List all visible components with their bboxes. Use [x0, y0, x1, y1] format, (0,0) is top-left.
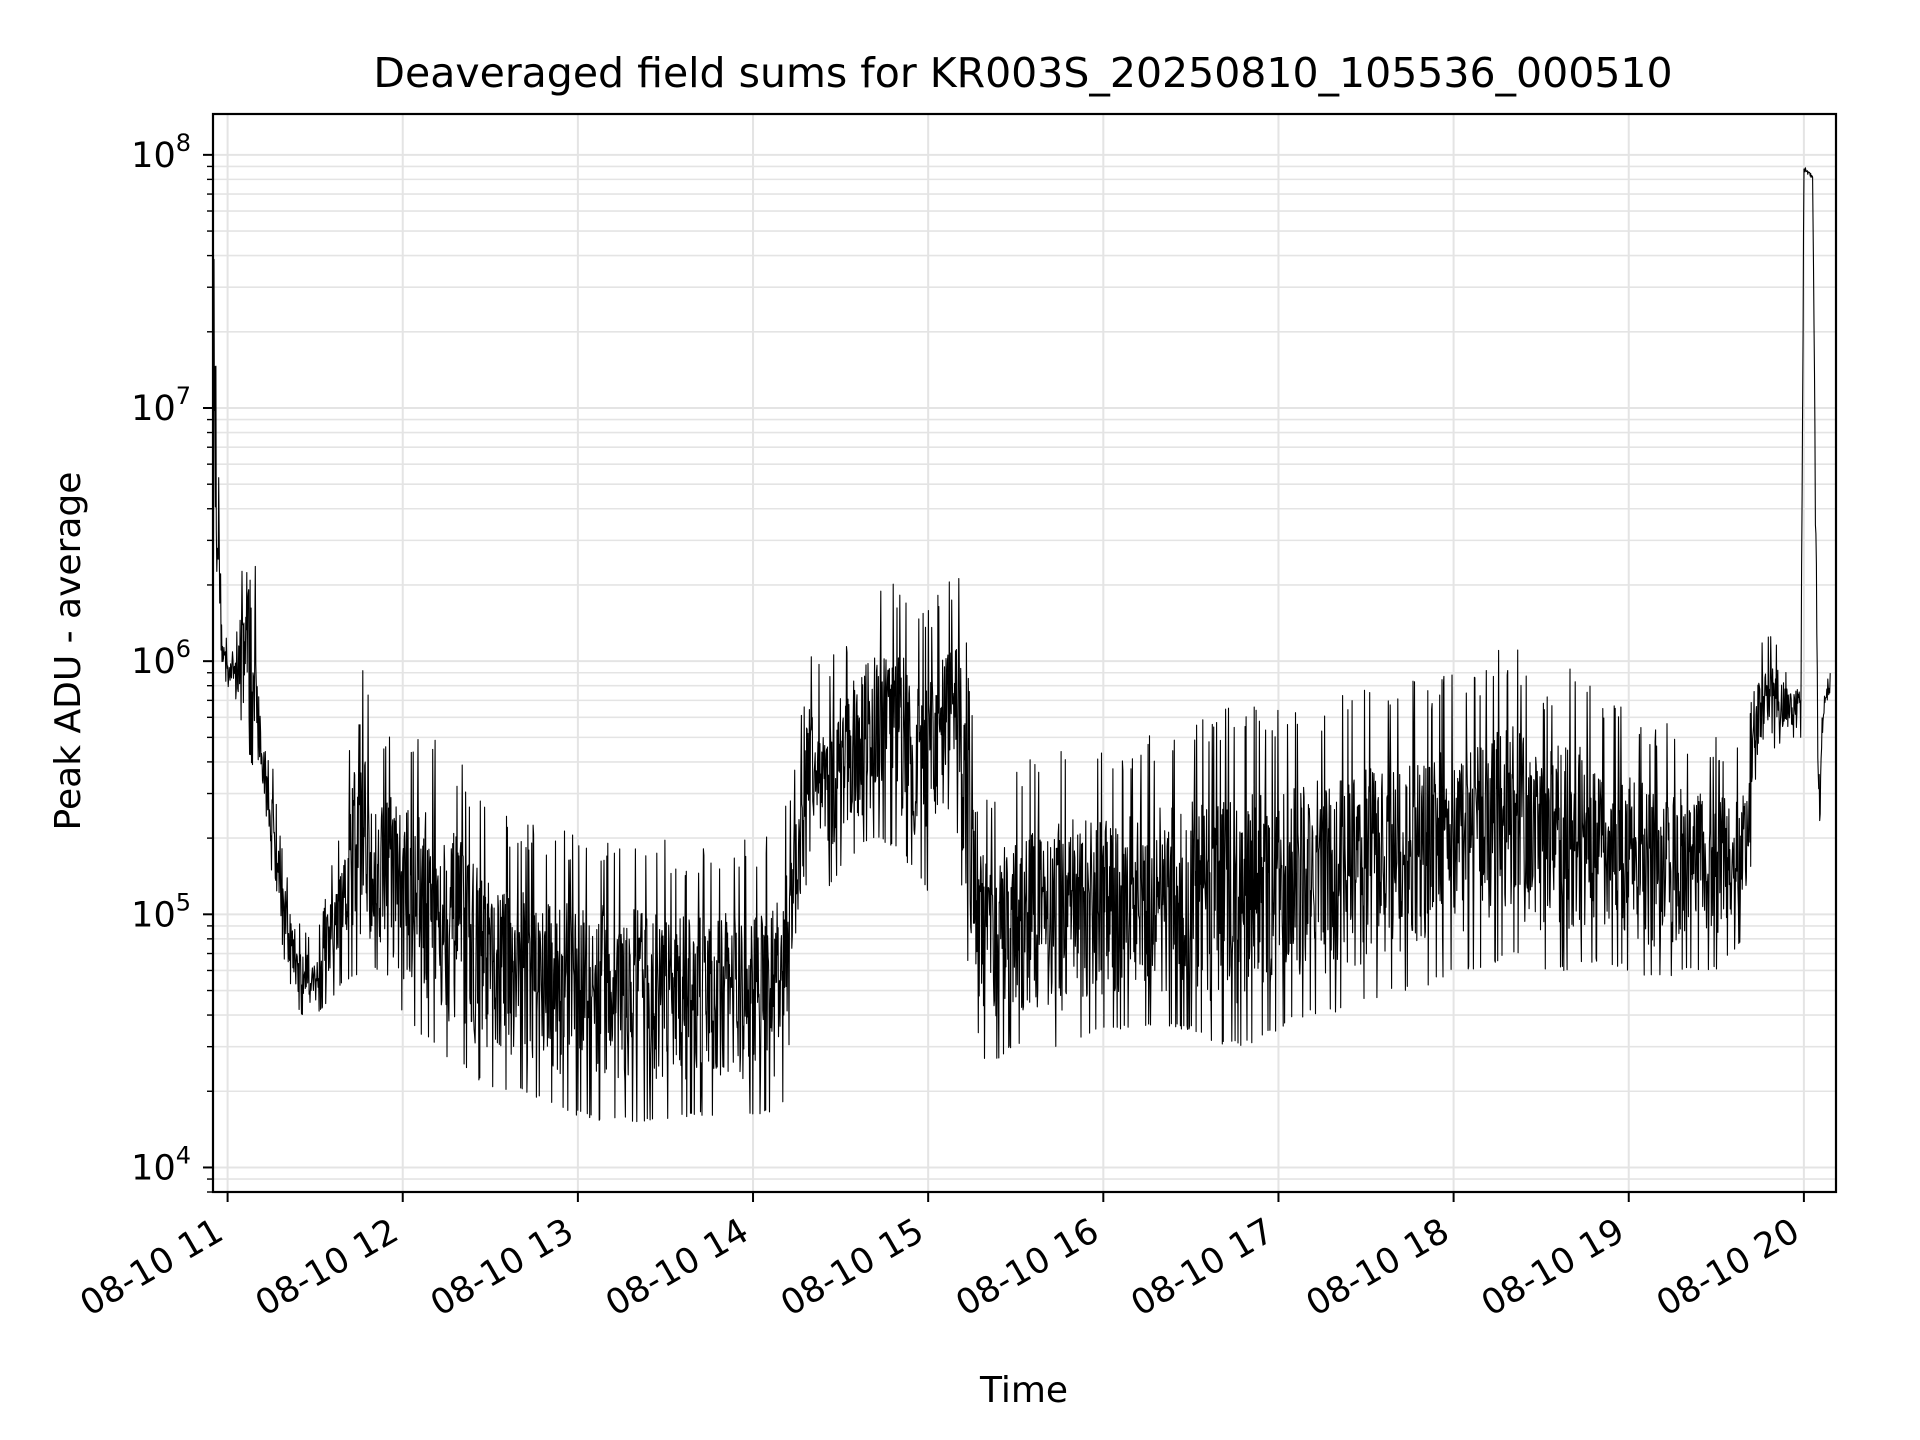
series-layer	[212, 167, 1831, 1123]
y-tick-base: 10	[131, 136, 176, 176]
y-tick-exponent: 7	[176, 382, 191, 410]
y-tick-base: 10	[131, 1148, 176, 1188]
y-tick-label: 104	[131, 1141, 191, 1188]
y-tick-base: 10	[131, 895, 176, 935]
y-tick-label: 106	[131, 635, 191, 682]
y-tick-base: 10	[131, 642, 176, 682]
y-tick-label: 105	[131, 888, 191, 935]
y-tick-label: 107	[131, 382, 191, 429]
y-axis-label: Peak ADU - average	[48, 472, 89, 831]
y-tick-exponent: 8	[176, 129, 191, 157]
chart-title: Deaveraged field sums for KR003S_2025081…	[373, 49, 1672, 97]
x-axis-label: Time	[979, 1370, 1068, 1411]
y-tick-exponent: 5	[176, 888, 191, 916]
y-tick-exponent: 4	[176, 1141, 191, 1169]
y-tick-label: 108	[131, 129, 191, 176]
y-tick-exponent: 6	[176, 635, 191, 663]
plot-frame	[211, 112, 1838, 1194]
y-tick-base: 10	[131, 389, 176, 429]
series-line-0	[212, 167, 1831, 1123]
